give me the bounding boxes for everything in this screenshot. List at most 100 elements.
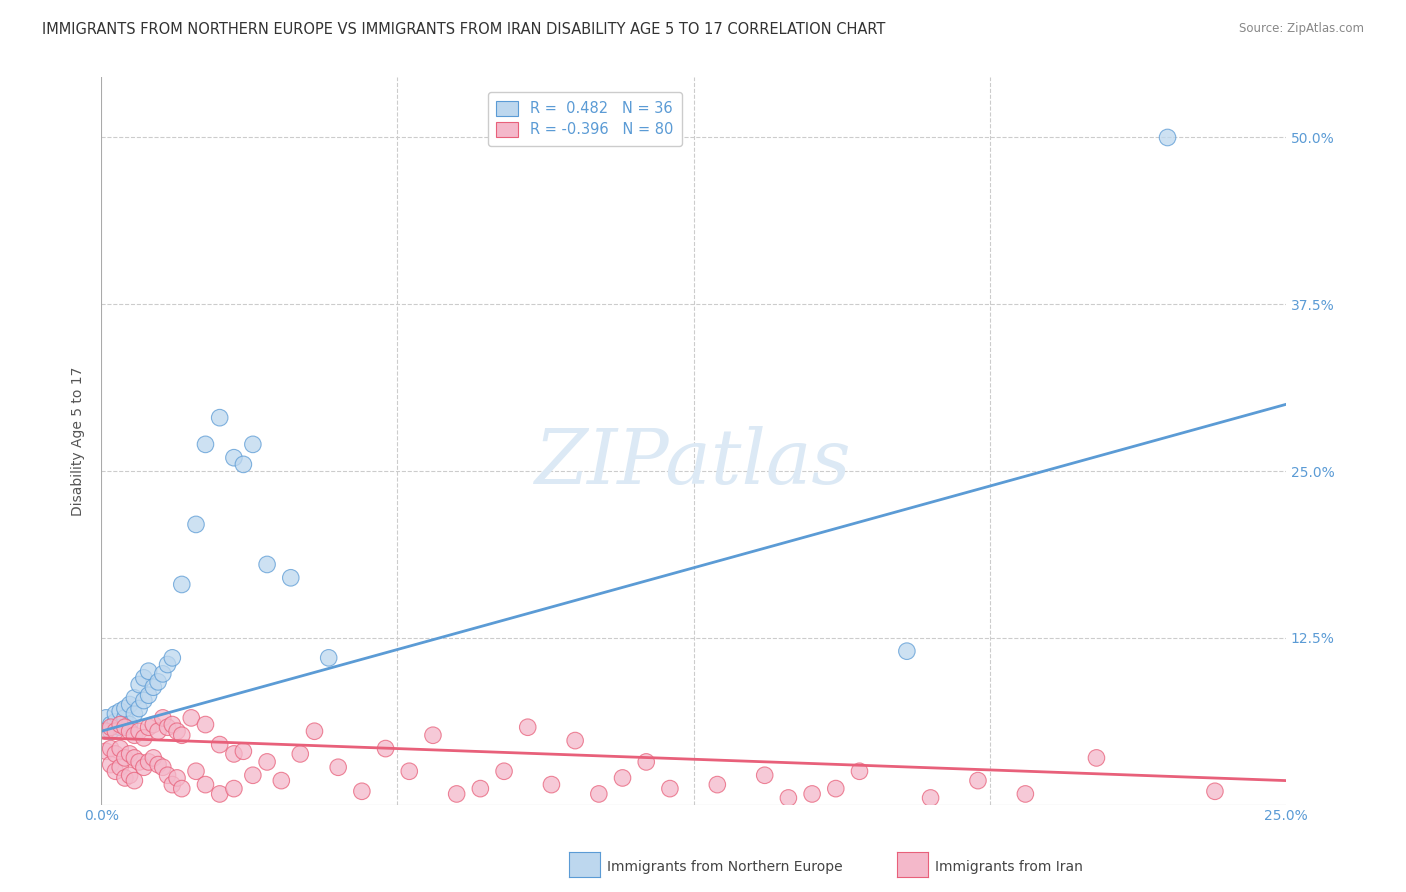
Ellipse shape <box>127 749 142 766</box>
Ellipse shape <box>150 673 166 690</box>
Text: ZIPatlas: ZIPatlas <box>536 425 852 500</box>
Ellipse shape <box>121 767 138 783</box>
Ellipse shape <box>150 723 166 739</box>
Ellipse shape <box>211 736 228 753</box>
Ellipse shape <box>235 456 252 473</box>
Ellipse shape <box>131 676 148 693</box>
Ellipse shape <box>780 789 797 806</box>
Ellipse shape <box>117 710 134 726</box>
Ellipse shape <box>1206 783 1223 799</box>
Ellipse shape <box>496 763 512 780</box>
Ellipse shape <box>159 657 176 673</box>
Ellipse shape <box>922 789 939 806</box>
Ellipse shape <box>354 783 370 799</box>
Ellipse shape <box>225 746 242 763</box>
Ellipse shape <box>273 772 290 789</box>
Ellipse shape <box>1160 129 1175 145</box>
Text: Source: ZipAtlas.com: Source: ZipAtlas.com <box>1239 22 1364 36</box>
Ellipse shape <box>165 776 180 793</box>
Ellipse shape <box>127 772 142 789</box>
Ellipse shape <box>165 649 180 666</box>
Ellipse shape <box>103 719 120 736</box>
Ellipse shape <box>173 727 190 744</box>
Ellipse shape <box>121 723 138 739</box>
Text: Immigrants from Northern Europe: Immigrants from Northern Europe <box>607 860 844 874</box>
Ellipse shape <box>638 754 654 770</box>
Ellipse shape <box>155 665 172 682</box>
Ellipse shape <box>112 740 128 757</box>
Ellipse shape <box>112 759 128 775</box>
Ellipse shape <box>121 746 138 763</box>
Ellipse shape <box>145 749 162 766</box>
Ellipse shape <box>97 723 114 739</box>
Ellipse shape <box>159 719 176 736</box>
Ellipse shape <box>898 643 915 659</box>
Ellipse shape <box>112 703 128 720</box>
Ellipse shape <box>377 740 394 757</box>
Text: IMMIGRANTS FROM NORTHERN EUROPE VS IMMIGRANTS FROM IRAN DISABILITY AGE 5 TO 17 C: IMMIGRANTS FROM NORTHERN EUROPE VS IMMIG… <box>42 22 886 37</box>
Ellipse shape <box>131 700 148 717</box>
Ellipse shape <box>225 780 242 797</box>
Ellipse shape <box>131 754 148 770</box>
Ellipse shape <box>425 727 441 744</box>
Ellipse shape <box>804 786 820 802</box>
Ellipse shape <box>145 716 162 733</box>
Ellipse shape <box>159 767 176 783</box>
Ellipse shape <box>97 710 114 726</box>
Ellipse shape <box>127 727 142 744</box>
Ellipse shape <box>543 776 560 793</box>
Ellipse shape <box>117 719 134 736</box>
Ellipse shape <box>127 706 142 723</box>
Ellipse shape <box>103 740 120 757</box>
Ellipse shape <box>155 710 172 726</box>
Ellipse shape <box>141 687 157 704</box>
Ellipse shape <box>235 743 252 760</box>
Ellipse shape <box>117 700 134 717</box>
Ellipse shape <box>283 569 299 586</box>
Ellipse shape <box>169 723 186 739</box>
Ellipse shape <box>103 723 120 739</box>
Ellipse shape <box>330 759 346 775</box>
Ellipse shape <box>107 763 124 780</box>
Ellipse shape <box>591 786 607 802</box>
Ellipse shape <box>225 450 242 466</box>
Text: Immigrants from Iran: Immigrants from Iran <box>935 860 1083 874</box>
Ellipse shape <box>828 780 844 797</box>
Ellipse shape <box>173 576 190 593</box>
Ellipse shape <box>211 786 228 802</box>
Ellipse shape <box>321 649 337 666</box>
Ellipse shape <box>472 780 489 797</box>
Ellipse shape <box>107 706 124 723</box>
Ellipse shape <box>150 756 166 772</box>
Ellipse shape <box>135 670 152 686</box>
Ellipse shape <box>1088 749 1105 766</box>
Ellipse shape <box>245 767 262 783</box>
Ellipse shape <box>112 719 128 736</box>
Ellipse shape <box>173 780 190 797</box>
Ellipse shape <box>135 692 152 709</box>
Ellipse shape <box>141 663 157 680</box>
Ellipse shape <box>127 690 142 706</box>
Ellipse shape <box>135 759 152 775</box>
Ellipse shape <box>292 746 308 763</box>
Y-axis label: Disability Age 5 to 17: Disability Age 5 to 17 <box>72 367 86 516</box>
Ellipse shape <box>183 710 200 726</box>
Ellipse shape <box>97 743 114 760</box>
Ellipse shape <box>259 556 276 573</box>
Ellipse shape <box>141 754 157 770</box>
Ellipse shape <box>307 723 323 739</box>
Ellipse shape <box>211 409 228 426</box>
Ellipse shape <box>121 697 138 713</box>
Ellipse shape <box>401 763 418 780</box>
Ellipse shape <box>112 716 128 733</box>
Ellipse shape <box>614 770 631 786</box>
Ellipse shape <box>197 776 214 793</box>
Ellipse shape <box>970 772 986 789</box>
Ellipse shape <box>1017 786 1033 802</box>
Ellipse shape <box>662 780 678 797</box>
Ellipse shape <box>155 759 172 775</box>
Ellipse shape <box>145 679 162 696</box>
Ellipse shape <box>165 716 180 733</box>
Ellipse shape <box>851 763 868 780</box>
Ellipse shape <box>245 436 262 452</box>
